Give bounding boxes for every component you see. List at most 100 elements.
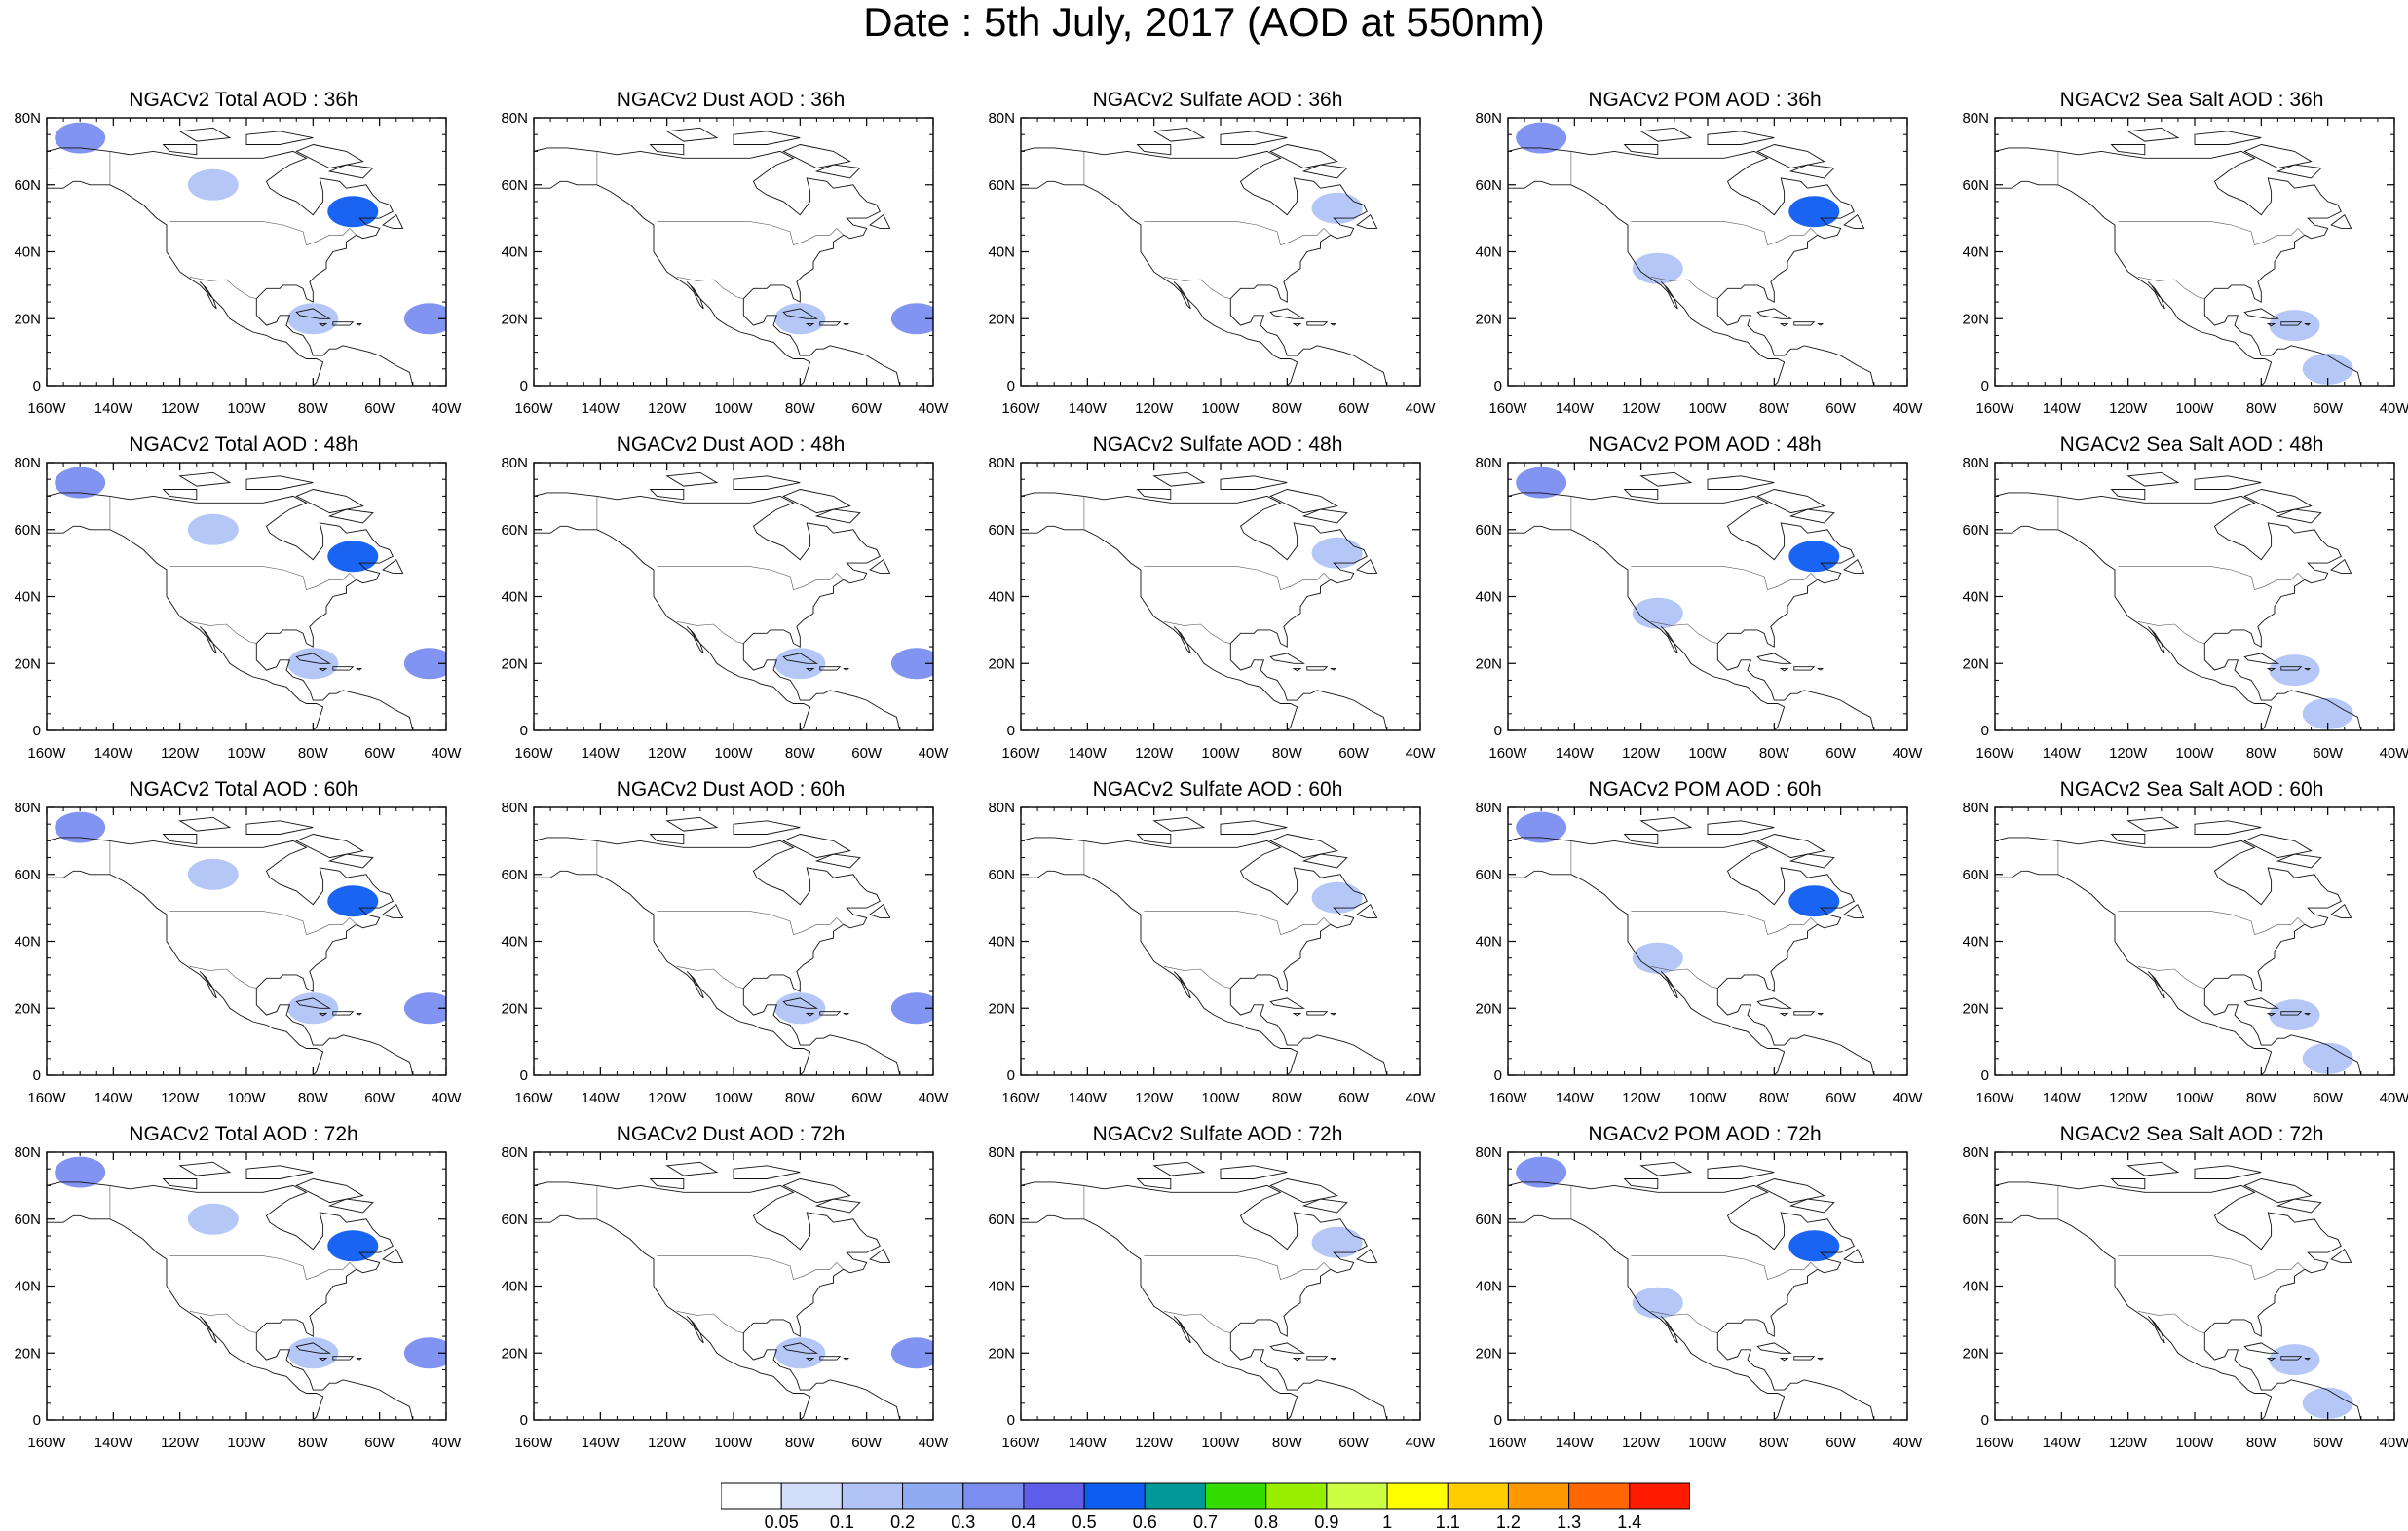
lat-tick-label: 80N — [1962, 455, 1989, 471]
map-panel: NGACv2 Sea Salt AOD : 72h 80N 60N 40N 20N 0 16… — [1948, 1122, 2408, 1463]
colorbar-swatch — [1265, 1482, 1328, 1510]
lon-tick-label: 80W — [1272, 1435, 1303, 1451]
panel-title: NGACv2 Sea Salt AOD : 36h — [2059, 89, 2324, 111]
lat-tick-label: 0 — [1494, 723, 1502, 739]
lon-tick-label: 140W — [582, 400, 621, 417]
colorbar-label: 0.05 — [765, 1512, 799, 1531]
lon-tick-label: 100W — [1201, 745, 1240, 762]
aod-field — [534, 807, 933, 1075]
aod-plume — [1311, 881, 1363, 914]
aod-plume — [890, 992, 933, 1025]
aod-plume — [1632, 252, 1683, 284]
lon-tick-label: 80W — [1272, 400, 1303, 417]
panel-title: NGACv2 Sulfate AOD : 72h — [1092, 1123, 1343, 1145]
aod-plume — [2302, 1387, 2353, 1419]
aod-plume — [1788, 196, 1840, 228]
lon-tick-label: 60W — [1338, 745, 1370, 762]
lon-tick-label: 80W — [1272, 745, 1303, 762]
lat-tick-label: 20N — [1962, 655, 1989, 672]
coastline — [1995, 1161, 2362, 1420]
panel-title: NGACv2 Sulfate AOD : 48h — [1092, 433, 1343, 456]
lon-tick-label: 60W — [1338, 1090, 1370, 1106]
lat-tick-label: 0 — [1494, 1412, 1502, 1429]
map-panel: NGACv2 POM AOD : 36h 80N 60N 40N 20N 0 160W 140… — [1461, 88, 1923, 429]
lon-tick-label: 60W — [2313, 1435, 2344, 1451]
colorbar-label: 0.8 — [1254, 1512, 1278, 1531]
coastline — [1995, 816, 2362, 1075]
lon-tick-label: 40W — [2380, 1435, 2408, 1451]
map-panel: NGACv2 Sea Salt AOD : 36h 80N 60N 40N 20N 0 16… — [1948, 88, 2408, 429]
lat-tick-label: 20N — [1475, 655, 1502, 672]
lon-tick-label: 100W — [1688, 745, 1727, 762]
lon-tick-label: 140W — [1556, 400, 1595, 417]
map-plot: 80N 60N 40N 20N 0 160W 140W 120W 100W 80W 60W 40W — [1962, 455, 2408, 762]
colorbar-swatch — [1083, 1482, 1146, 1510]
lat-tick-label: 80N — [1475, 800, 1502, 816]
map-plot: 80N 60N 40N 20N 0 160W 140W 120W 100W 80W 60W 40W — [1475, 110, 1923, 417]
lon-tick-label: 60W — [851, 1435, 883, 1451]
lat-tick-label: 20N — [1475, 1000, 1502, 1017]
map-plot: 80N 60N 40N 20N 0 160W 140W 120W 100W 80W 60W 40W — [14, 110, 462, 417]
panel-title: NGACv2 POM AOD : 48h — [1588, 433, 1822, 456]
colorbar-label: 1.4 — [1617, 1512, 1641, 1531]
panel-title: NGACv2 Total AOD : 60h — [129, 778, 358, 801]
map-panel: NGACv2 Sulfate AOD : 36h 80N 60N 40N 20N 0 160… — [974, 88, 1436, 429]
lon-tick-label: 80W — [1759, 745, 1790, 762]
colorbar-swatch — [1386, 1482, 1449, 1510]
aod-plume — [287, 1337, 339, 1369]
lon-tick-label: 80W — [298, 400, 329, 417]
map-plot: 80N 60N 40N 20N 0 160W 140W 120W 100W 80W 60W 40W — [501, 1144, 949, 1451]
aod-plume — [2302, 353, 2353, 385]
map-plot: 80N 60N 40N 20N 0 160W 140W 120W 100W 80W 60W 40W — [988, 800, 1436, 1106]
aod-field — [534, 1152, 933, 1420]
lat-tick-label: 0 — [1981, 378, 1989, 394]
lon-tick-label: 40W — [432, 400, 463, 417]
lat-tick-label: 20N — [501, 655, 528, 672]
lat-tick-label: 80N — [1962, 110, 1989, 127]
lon-tick-label: 140W — [1069, 1435, 1108, 1451]
panel-title: NGACv2 Dust AOD : 60h — [616, 778, 846, 801]
coastline — [1021, 816, 1388, 1075]
colorbar-label: 1.2 — [1496, 1512, 1521, 1531]
aod-plume — [55, 467, 106, 499]
coastline — [47, 816, 414, 1075]
coastline — [534, 471, 901, 730]
lon-tick-label: 160W — [27, 1090, 66, 1106]
colorbar-swatch — [1326, 1482, 1388, 1510]
colorbar-swatch — [1023, 1482, 1085, 1510]
lon-tick-label: 60W — [1825, 1090, 1857, 1106]
lon-tick-label: 160W — [1975, 400, 2014, 417]
aod-plume — [2302, 1042, 2353, 1074]
lon-tick-label: 60W — [2313, 1090, 2344, 1106]
aod-plume — [774, 648, 826, 680]
aod-field — [1021, 118, 1420, 386]
lat-tick-label: 20N — [988, 1000, 1015, 1017]
lon-tick-label: 100W — [714, 400, 753, 417]
aod-plume — [187, 1203, 239, 1235]
lon-tick-label: 40W — [432, 1090, 463, 1106]
lat-tick-label: 20N — [14, 655, 41, 672]
aod-field — [1995, 118, 2394, 386]
map-panel: NGACv2 POM AOD : 48h 80N 60N 40N 20N 0 160W 140… — [1461, 432, 1923, 773]
lat-tick-label: 0 — [33, 1412, 41, 1429]
map-panel: NGACv2 Sulfate AOD : 60h 80N 60N 40N 20N 0 160… — [974, 777, 1436, 1118]
lat-tick-label: 0 — [1007, 1067, 1015, 1084]
lon-tick-label: 80W — [1759, 400, 1790, 417]
lat-tick-label: 40N — [1962, 244, 1989, 261]
lon-tick-label: 60W — [1338, 1435, 1370, 1451]
panel-title: NGACv2 Sulfate AOD : 60h — [1092, 778, 1343, 801]
coastline — [1508, 1161, 1875, 1420]
colorbar-label: 0.5 — [1072, 1512, 1097, 1531]
lat-tick-label: 40N — [14, 589, 41, 606]
colorbar-swatch — [1144, 1482, 1206, 1510]
lon-tick-label: 120W — [2109, 1090, 2148, 1106]
lat-tick-label: 80N — [501, 1144, 528, 1161]
coastline — [1508, 127, 1875, 386]
lat-tick-label: 20N — [14, 311, 41, 327]
lon-tick-label: 140W — [94, 745, 133, 762]
lon-tick-label: 40W — [919, 1090, 950, 1106]
lat-tick-label: 0 — [1007, 1412, 1015, 1429]
colorbar-swatch — [721, 1482, 782, 1510]
lat-tick-label: 20N — [501, 1345, 528, 1362]
map-panel: NGACv2 Dust AOD : 48h 80N 60N 40N 20N 0 160W 14… — [487, 432, 949, 773]
